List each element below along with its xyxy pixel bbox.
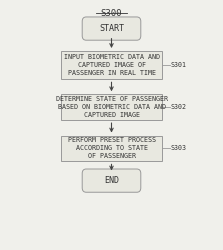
- Text: DETERMINE STATE OF PASSENGER
BASED ON BIOMETRIC DATA AND
CAPTURED IMAGE: DETERMINE STATE OF PASSENGER BASED ON BI…: [56, 96, 167, 118]
- Text: S303: S303: [170, 146, 186, 152]
- FancyBboxPatch shape: [61, 94, 162, 120]
- Text: INPUT BIOMETRIC DATA AND
CAPTURED IMAGE OF
PASSENGER IN REAL TIME: INPUT BIOMETRIC DATA AND CAPTURED IMAGE …: [64, 54, 159, 76]
- Text: END: END: [104, 176, 119, 185]
- FancyBboxPatch shape: [61, 136, 162, 162]
- FancyBboxPatch shape: [82, 17, 141, 40]
- Text: START: START: [99, 24, 124, 33]
- Text: S301: S301: [170, 62, 186, 68]
- Text: S302: S302: [170, 104, 186, 110]
- Text: S300: S300: [101, 9, 122, 18]
- FancyBboxPatch shape: [61, 51, 162, 80]
- Text: PERFORM PRESET PROCESS
ACCORDING TO STATE
OF PASSENGER: PERFORM PRESET PROCESS ACCORDING TO STAT…: [68, 138, 155, 160]
- FancyBboxPatch shape: [82, 169, 141, 192]
